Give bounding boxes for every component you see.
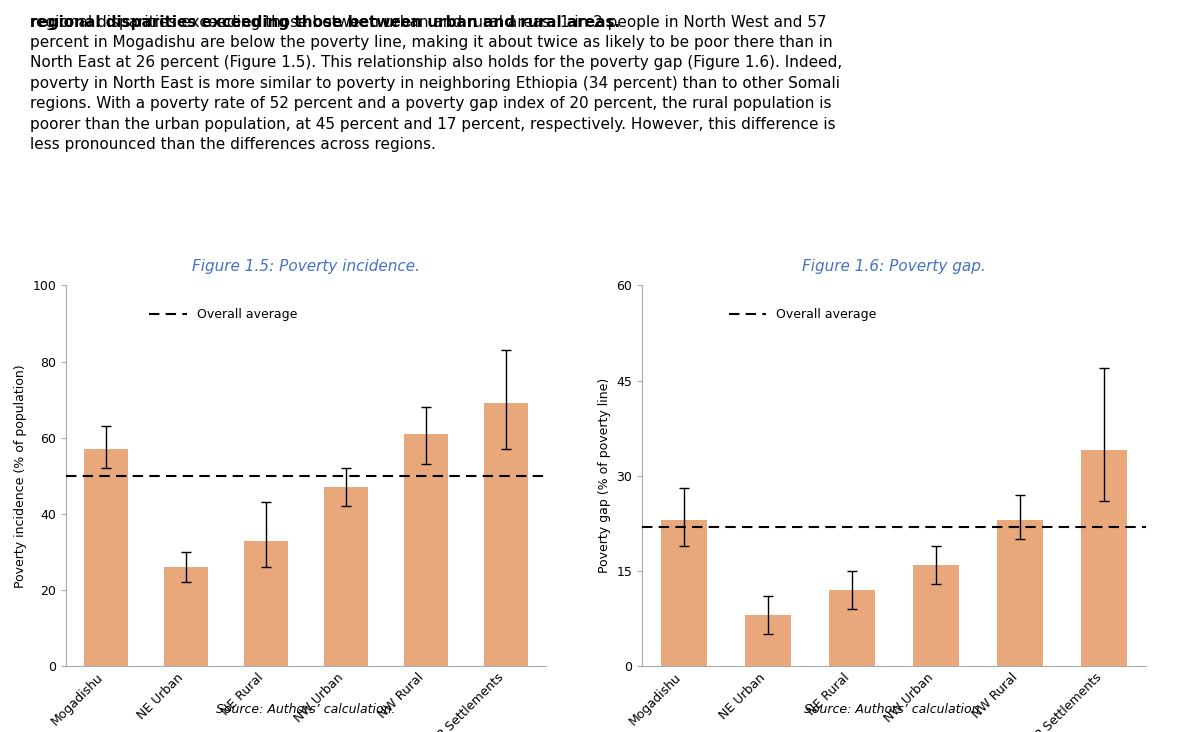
Y-axis label: Poverty incidence (% of population): Poverty incidence (% of population) (14, 364, 26, 588)
Bar (244, 540, 288, 666)
Bar (164, 567, 208, 666)
Text: Figure 1.6: Poverty gap.: Figure 1.6: Poverty gap. (802, 260, 986, 274)
Bar (913, 564, 959, 666)
Y-axis label: Poverty gap (% of poverty line): Poverty gap (% of poverty line) (598, 378, 611, 573)
Bar (997, 520, 1043, 666)
Text: Figure 1.5: Poverty incidence.: Figure 1.5: Poverty incidence. (192, 260, 420, 274)
Bar (745, 616, 791, 666)
Bar (404, 434, 448, 666)
Bar (1081, 450, 1127, 666)
Text: Source: Authors’ calculation.: Source: Authors’ calculation. (804, 703, 984, 716)
Legend: Overall average: Overall average (724, 303, 882, 326)
Bar (661, 520, 707, 666)
Text: Source: Authors’ calculation.: Source: Authors’ calculation. (216, 703, 396, 716)
Text: regional disparities exceeding those between urban and rural areas.: regional disparities exceeding those bet… (30, 15, 620, 29)
Text: regional disparities exceeding those between urban and rural areas. 1 in 2 peopl: regional disparities exceeding those bet… (30, 15, 842, 152)
Bar (829, 590, 875, 666)
Bar (484, 403, 528, 666)
Bar (84, 449, 128, 666)
Bar (324, 488, 368, 666)
Legend: Overall average: Overall average (144, 303, 302, 326)
